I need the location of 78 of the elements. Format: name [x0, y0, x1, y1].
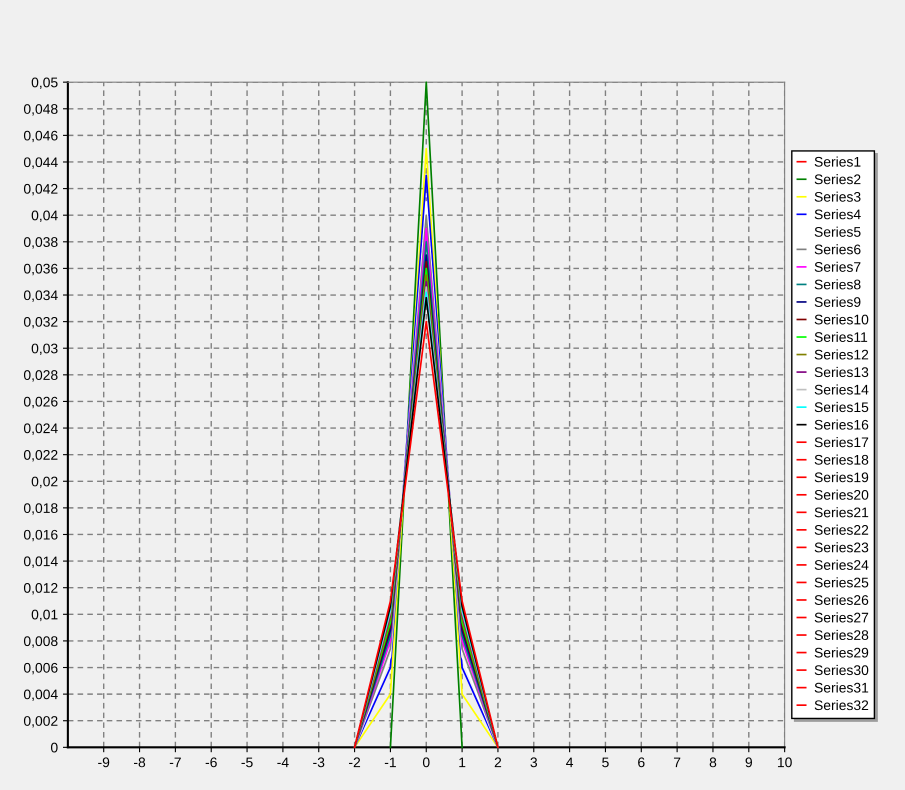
x-tick-label: 10 — [778, 757, 792, 768]
y-tick-label: 0,024 — [24, 423, 58, 435]
legend-label: Series10 — [814, 314, 868, 324]
y-tick-label: 0,006 — [24, 662, 58, 674]
y-tick-label: 0,018 — [24, 503, 58, 515]
legend-label: Series1 — [814, 156, 860, 167]
y-tick-label: 0 — [50, 742, 58, 753]
x-tick-label: -3 — [313, 757, 324, 768]
legend-label: Series23 — [814, 542, 868, 552]
legend-label: Series15 — [814, 402, 868, 412]
x-tick-label: -1 — [384, 758, 396, 768]
y-tick-label: 0,038 — [24, 237, 58, 249]
y-tick-label: 0,05 — [32, 77, 58, 89]
legend-label: Series6 — [814, 244, 861, 254]
legend-label: Series3 — [814, 192, 861, 202]
x-tick-label: 0 — [422, 757, 430, 768]
legend-label: Series32 — [814, 700, 868, 710]
y-tick-label: 0,044 — [24, 157, 58, 169]
y-tick-label: 0,002 — [24, 716, 58, 728]
y-tick-label: 0,046 — [24, 130, 58, 142]
legend-label: Series13 — [814, 366, 868, 378]
y-tick-label: 0,032 — [24, 316, 58, 328]
y-tick-label: 0,014 — [24, 556, 58, 568]
x-tick-label: 3 — [530, 757, 538, 768]
x-tick-label: -7 — [170, 758, 181, 768]
x-tick-label: 8 — [710, 757, 716, 768]
legend-label: Series17 — [814, 436, 868, 448]
x-tick-label: -5 — [242, 758, 253, 768]
legend-label: Series29 — [814, 647, 868, 658]
legend-label: Series31 — [814, 682, 868, 693]
legend-label: Series22 — [814, 524, 868, 535]
x-tick-label: 5 — [602, 758, 609, 768]
legend-label: Series11 — [814, 332, 868, 342]
legend-label: Series20 — [814, 490, 868, 500]
y-tick-label: 0,034 — [24, 290, 58, 302]
y-tick-label: 0,036 — [24, 264, 58, 276]
legend-label: Series19 — [814, 472, 868, 482]
y-tick-label: 0,028 — [24, 370, 58, 382]
x-tick-label: 6 — [638, 757, 645, 768]
legend-label: Series9 — [814, 296, 860, 307]
legend-label: Series28 — [814, 630, 868, 640]
y-tick-label: 0,03 — [32, 344, 58, 356]
y-tick-label: 0,02 — [32, 476, 58, 488]
y-tick-label: 0,01 — [32, 610, 58, 622]
legend-label: Series7 — [814, 262, 860, 272]
legend-label: Series26 — [814, 594, 868, 605]
y-tick-label: 0,042 — [24, 184, 58, 196]
x-tick-label: 1 — [459, 758, 466, 768]
x-tick-label: -2 — [349, 757, 360, 768]
text: Series5 — [814, 226, 861, 237]
x-tick-label: -9 — [98, 757, 110, 768]
y-tick-label: 0,008 — [24, 636, 58, 648]
x-tick-label: 4 — [566, 758, 574, 768]
x-tick-label: 7 — [674, 758, 680, 768]
legend-label: Series2 — [814, 174, 860, 184]
legend-label: Series25 — [814, 577, 868, 588]
y-tick-label: 0,004 — [24, 689, 58, 701]
legend-label: Series8 — [814, 279, 861, 290]
legend-label: Series27 — [814, 612, 868, 623]
y-tick-label: 0,04 — [32, 210, 58, 222]
x-tick-label: -6 — [206, 757, 217, 768]
y-tick-label: 0,048 — [24, 104, 58, 116]
y-tick-label: 0,026 — [24, 396, 58, 408]
y-tick-label: 0,012 — [24, 583, 58, 595]
x-tick-label: -4 — [277, 758, 289, 768]
legend-label: Series4 — [814, 209, 861, 220]
legend-label: Series18 — [814, 454, 868, 465]
legend-label: Series12 — [814, 349, 868, 360]
legend-label: Series24 — [814, 560, 868, 570]
y-tick-label: 0,022 — [24, 450, 58, 462]
legend-label: Series21 — [814, 507, 868, 518]
x-tick-label: -8 — [134, 757, 146, 768]
legend-label: Series30 — [814, 664, 868, 676]
y-tick-label: 0,016 — [24, 530, 58, 542]
x-tick-label: 2 — [494, 757, 502, 768]
legend-label: Series14 — [814, 384, 868, 395]
x-tick-label: 9 — [746, 757, 752, 768]
legend-label: Series16 — [814, 419, 868, 430]
